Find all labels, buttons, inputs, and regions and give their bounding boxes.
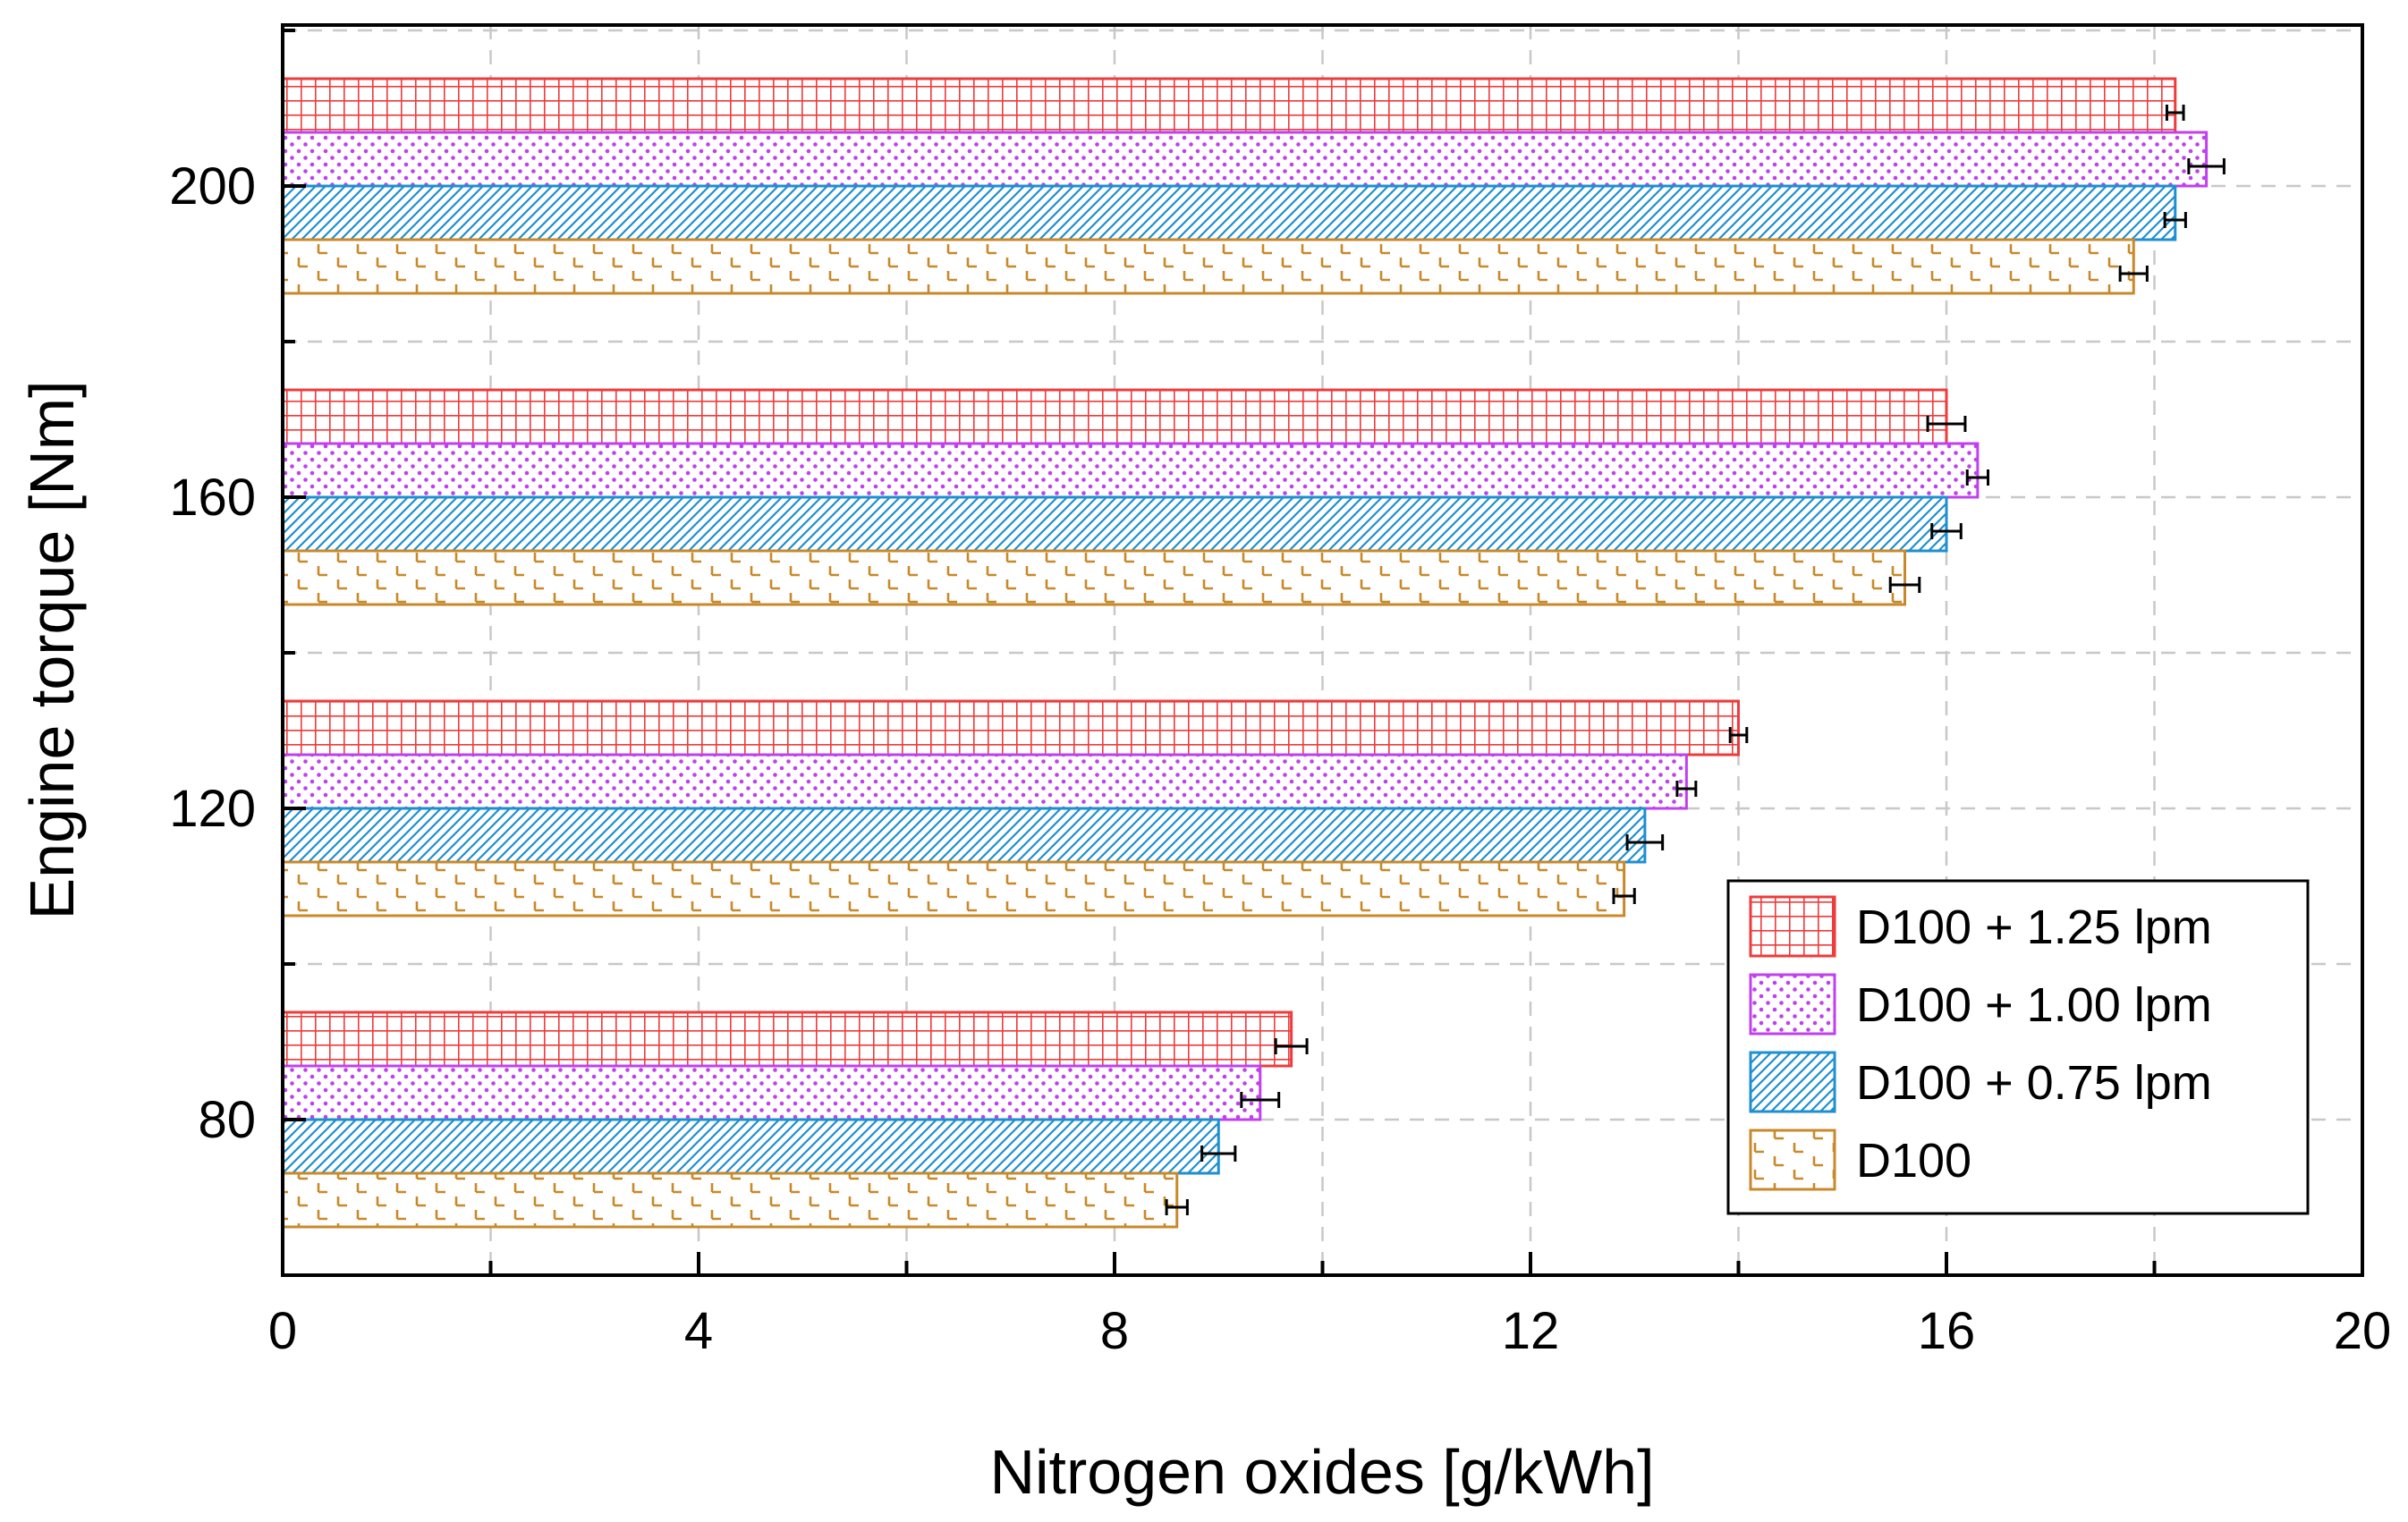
bar-80-series-3 bbox=[281, 1118, 1220, 1175]
bar-120-series-3 bbox=[281, 807, 1647, 864]
legend-label: D100 + 1.25 lpm bbox=[1856, 901, 2212, 954]
bar-160-series-4 bbox=[281, 549, 1906, 606]
error-bar-160-series-3 bbox=[1930, 523, 1963, 539]
bar-160-series-2 bbox=[281, 442, 1980, 499]
y-tick-label: 200 bbox=[169, 157, 256, 216]
error-bar-200-series-3 bbox=[2163, 212, 2187, 228]
x-tick-label: 0 bbox=[268, 1302, 297, 1360]
legend-swatch bbox=[1749, 1129, 1836, 1191]
x-axis-title: Nitrogen oxides [g/kWh] bbox=[989, 1437, 1654, 1507]
legend-item-3: D100 + 0.75 lpm bbox=[1749, 1051, 2212, 1113]
error-bar-120-series-4 bbox=[1612, 888, 1636, 904]
x-tick-label: 4 bbox=[684, 1302, 713, 1360]
bar-200-series-1 bbox=[281, 77, 2177, 134]
bar-80-series-2 bbox=[281, 1064, 1262, 1121]
error-bar-80-series-4 bbox=[1165, 1199, 1189, 1215]
legend-label: D100 bbox=[1856, 1134, 1971, 1188]
y-axis-title: Engine torque [Nm] bbox=[17, 380, 87, 919]
bar-160-series-1 bbox=[281, 388, 1948, 445]
legend-label: D100 + 1.00 lpm bbox=[1856, 978, 2212, 1032]
x-tick-label: 12 bbox=[1502, 1302, 1560, 1360]
error-bar-120-series-2 bbox=[1675, 781, 1698, 797]
bar-200-series-2 bbox=[281, 131, 2209, 188]
legend-item-2: D100 + 1.00 lpm bbox=[1749, 973, 2212, 1036]
bar-120-series-2 bbox=[281, 753, 1688, 810]
x-tick-label: 8 bbox=[1100, 1302, 1129, 1360]
x-tick-label: 20 bbox=[2334, 1302, 2392, 1360]
error-bar-120-series-1 bbox=[1728, 727, 1749, 743]
bar-120-series-4 bbox=[281, 860, 1626, 917]
error-bar-200-series-4 bbox=[2118, 266, 2149, 282]
y-tick-label: 160 bbox=[169, 469, 256, 527]
bar-120-series-1 bbox=[281, 699, 1740, 757]
error-bar-80-series-2 bbox=[1240, 1092, 1281, 1108]
legend-swatch bbox=[1749, 895, 1836, 958]
y-axis: 80 120 160 200 bbox=[169, 29, 306, 1149]
error-bars bbox=[1165, 105, 2226, 1215]
bar-200-series-3 bbox=[281, 184, 2177, 241]
legend-item-4: D100 bbox=[1749, 1129, 1971, 1191]
bar-80-series-1 bbox=[281, 1010, 1293, 1068]
bar-160-series-3 bbox=[281, 495, 1948, 553]
legend-label: D100 + 0.75 lpm bbox=[1856, 1056, 2212, 1110]
x-tick-label: 16 bbox=[1918, 1302, 1976, 1360]
error-bar-160-series-4 bbox=[1888, 577, 1921, 593]
legend-swatch bbox=[1749, 973, 1836, 1036]
bar-80-series-4 bbox=[281, 1171, 1179, 1229]
error-bar-200-series-1 bbox=[2165, 105, 2185, 121]
error-bar-160-series-1 bbox=[1926, 416, 1967, 432]
bar-200-series-4 bbox=[281, 238, 2135, 295]
x-axis: 0 4 8 12 16 20 bbox=[268, 1252, 2391, 1360]
legend-swatch bbox=[1749, 1051, 1836, 1113]
legend-item-1: D100 + 1.25 lpm bbox=[1749, 895, 2212, 958]
y-tick-label: 120 bbox=[169, 780, 256, 838]
error-bar-120-series-3 bbox=[1625, 834, 1665, 850]
error-bar-160-series-2 bbox=[1965, 469, 1989, 486]
error-bar-200-series-2 bbox=[2187, 158, 2226, 174]
bars bbox=[281, 77, 2209, 1229]
y-tick-label: 80 bbox=[198, 1091, 256, 1149]
legend: D100 + 1.25 lpm D100 + 1.00 lpm D100 + 0.7… bbox=[1726, 879, 2310, 1215]
error-bar-80-series-3 bbox=[1200, 1146, 1237, 1162]
error-bar-80-series-1 bbox=[1274, 1038, 1309, 1054]
